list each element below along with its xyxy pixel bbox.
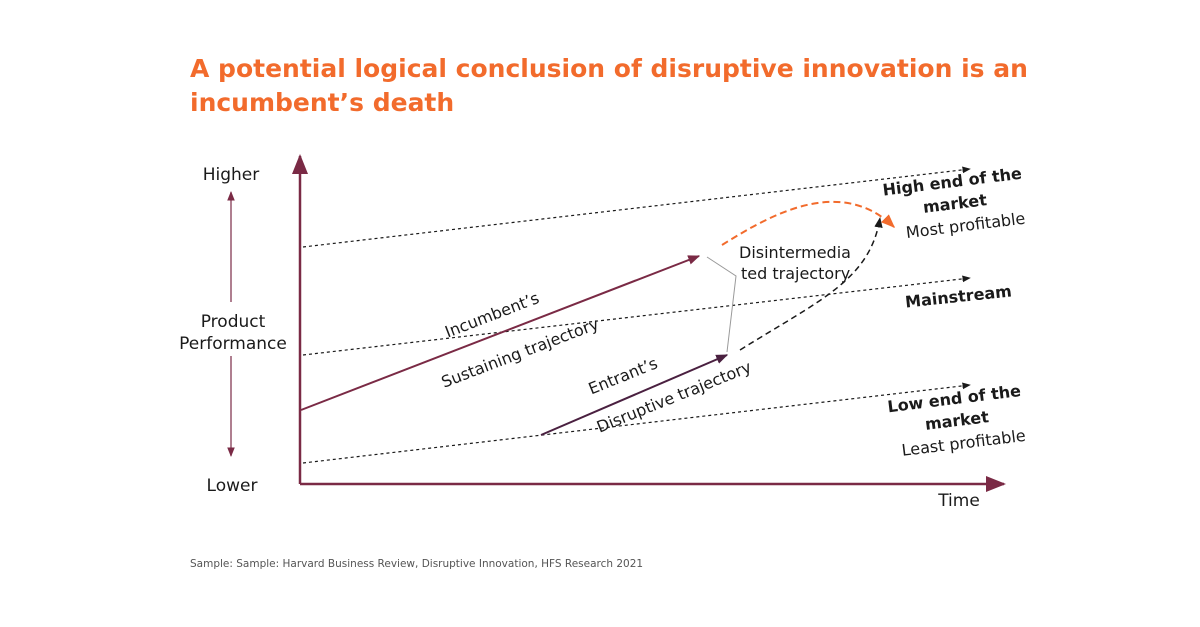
y-axis-product-label: Product — [201, 312, 266, 332]
entrant-disruptive-arrow — [540, 354, 729, 436]
high-end-market-label-2: market — [922, 190, 988, 217]
high-end-market-line — [302, 166, 971, 248]
source-note: Sample: Sample: Harvard Business Review,… — [190, 558, 644, 570]
disintermediated-label-2: ted trajectory — [741, 264, 850, 283]
incumbent-sustaining-arrow — [300, 255, 701, 411]
disruptive-continuation-arrow — [739, 216, 883, 351]
low-end-market-line — [302, 382, 971, 464]
least-profitable-label: Least profitable — [901, 426, 1027, 460]
y-axis-lower-label: Lower — [207, 476, 258, 496]
disintermediated-callout-line — [706, 256, 737, 353]
x-axis-time-label: Time — [937, 491, 980, 511]
incumbent-label: Incumbent’s — [442, 288, 541, 341]
y-axis-higher-label: Higher — [203, 165, 260, 185]
entrant-label: Entrant’s — [586, 353, 661, 398]
low-end-market-label-2: market — [924, 407, 990, 434]
disintermediated-label: Disintermedia — [739, 243, 851, 262]
mainstream-market-line — [302, 275, 971, 356]
page-title: A potential logical conclusion of disrup… — [190, 54, 1028, 117]
mainstream-label: Mainstream — [904, 281, 1012, 311]
y-axis-performance-label: Performance — [179, 334, 287, 354]
disintermediated-arrow — [721, 200, 896, 246]
